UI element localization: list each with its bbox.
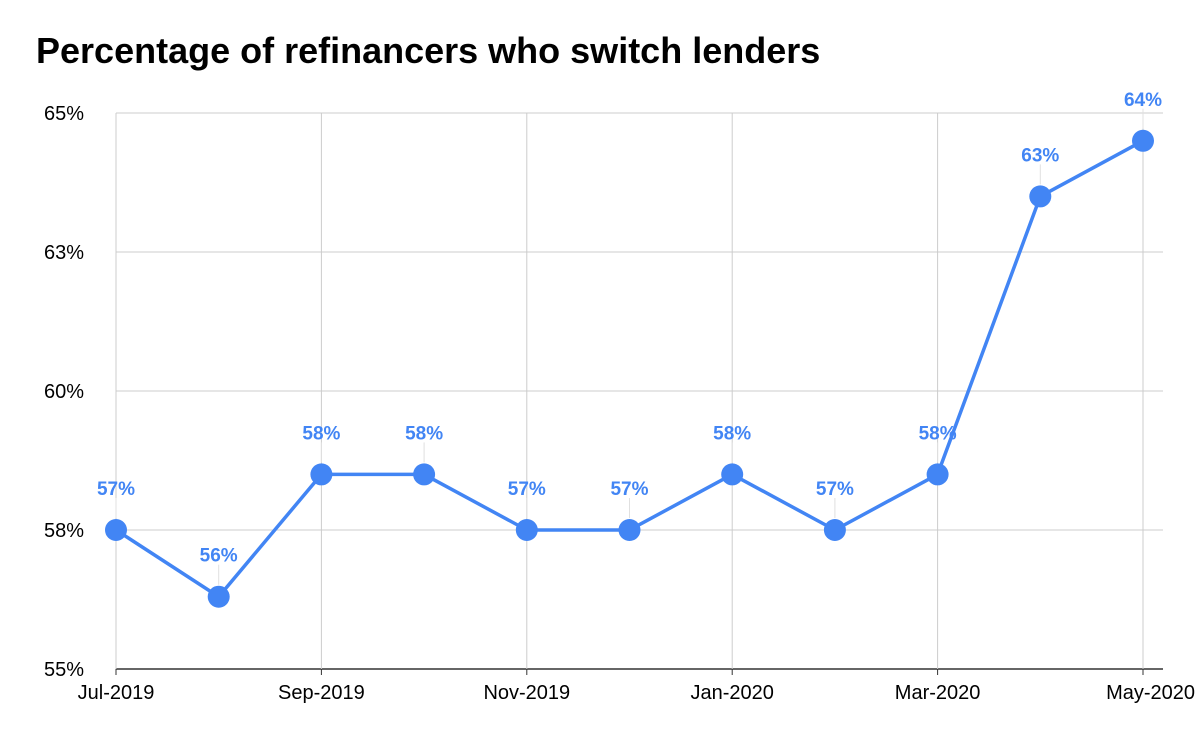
grid-layer [115,112,1163,675]
data-label: 57% [508,479,546,500]
data-label: 57% [816,479,854,500]
data-point [207,585,230,608]
data-label: 57% [97,479,135,500]
y-tick-label: 63% [44,242,84,264]
data-point [1029,185,1052,208]
data-label: 58% [405,423,443,444]
data-label: 58% [713,423,751,444]
data-label: 64% [1124,90,1162,111]
y-tick-label: 58% [44,520,84,542]
data-point [1132,129,1154,152]
series-layer [105,108,1154,608]
data-point [618,519,641,541]
y-tick-label: 55% [44,659,84,681]
axis-layer: 55% 58% 60% 63% 65% Jul-2019 Sep-2019 Nov-2019 J… [44,103,1195,704]
data-label: 56% [200,546,238,567]
data-point [823,519,846,541]
data-point [413,463,436,486]
data-label: 58% [302,423,340,444]
data-label: 58% [919,423,957,444]
x-tick-label: May-2020 [1106,682,1195,704]
x-tick-label: Jan-2020 [690,682,773,704]
label-layer: 57% 56% 58% 58% 57% 57% 58% 57% 58% 63% 64% [97,90,1162,567]
y-tick-label: 65% [44,103,84,125]
x-tick-label: Nov-2019 [483,682,570,704]
x-tick-label: Sep-2019 [278,682,365,704]
y-tick-label: 60% [44,381,84,403]
data-point [310,463,333,486]
data-point [515,519,538,541]
data-point [926,463,949,486]
chart-title: Percentage of refinancers who switch len… [36,30,821,71]
data-point [105,519,127,541]
data-point [721,463,744,486]
data-label: 57% [610,479,648,500]
x-tick-label: Mar-2020 [895,682,981,704]
x-tick-label: Jul-2019 [78,682,155,704]
data-label: 63% [1021,145,1059,166]
